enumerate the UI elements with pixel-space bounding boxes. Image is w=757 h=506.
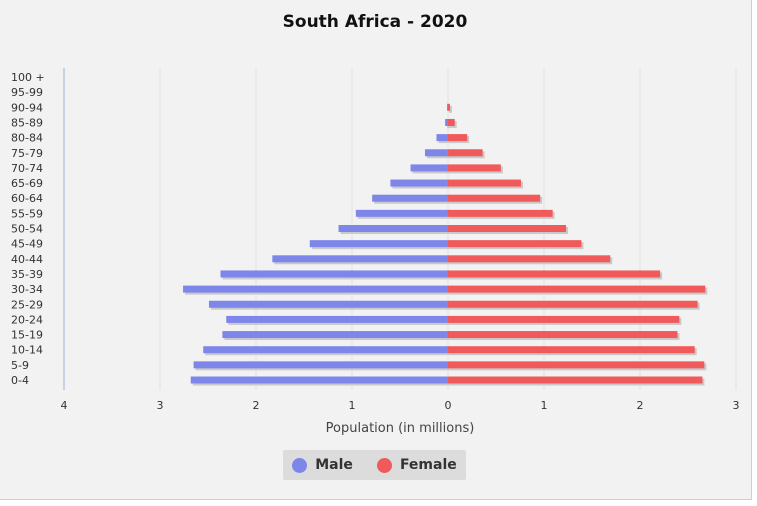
male-bar-55-59 bbox=[355, 209, 448, 217]
age-label: 95-99 bbox=[11, 86, 43, 99]
female-swatch-icon bbox=[376, 457, 392, 473]
age-label: 60-64 bbox=[11, 192, 43, 205]
male-bar-85-89 bbox=[445, 118, 448, 126]
age-label: 75-79 bbox=[11, 147, 43, 160]
age-label: 45-49 bbox=[11, 238, 43, 251]
age-label: 25-29 bbox=[11, 298, 43, 311]
x-axis-ticks: 4 3 2 1 0 1 2 3 bbox=[61, 399, 740, 412]
male-bar-45-49 bbox=[309, 240, 448, 248]
female-bar-80-84 bbox=[448, 134, 468, 142]
legend-item-female[interactable]: Female bbox=[376, 457, 457, 473]
male-bar-75-79 bbox=[424, 149, 448, 157]
x-tick-label: 1 bbox=[349, 399, 356, 412]
male-bar-30-34 bbox=[183, 285, 449, 293]
male-bar-0-4 bbox=[190, 376, 448, 384]
x-tick-label: 1 bbox=[541, 399, 548, 412]
x-tick-label: 3 bbox=[733, 399, 740, 412]
age-label: 80-84 bbox=[11, 132, 43, 145]
x-tick-label: 3 bbox=[157, 399, 164, 412]
male-bar-35-39 bbox=[220, 270, 448, 278]
bar-shadow bbox=[450, 105, 452, 113]
female-bar-20-24 bbox=[448, 315, 680, 323]
age-label: 20-24 bbox=[11, 313, 43, 326]
male-bar-50-54 bbox=[338, 225, 448, 232]
male-bar-70-74 bbox=[410, 164, 448, 172]
age-label: 0-4 bbox=[11, 374, 29, 387]
female-bar-60-64 bbox=[448, 194, 541, 202]
female-bar-10-14 bbox=[448, 346, 695, 354]
age-label: 35-39 bbox=[11, 268, 43, 281]
female-bar-0-4 bbox=[448, 376, 703, 384]
legend-label-female: Female bbox=[399, 457, 457, 473]
x-tick-label: 0 bbox=[445, 399, 452, 412]
x-tick-label: 4 bbox=[61, 399, 68, 412]
age-label: 15-19 bbox=[11, 329, 43, 342]
age-label: 100 + bbox=[11, 71, 45, 84]
male-bar-90-94 bbox=[447, 103, 448, 111]
age-label: 70-74 bbox=[11, 162, 43, 175]
age-label: 65-69 bbox=[11, 177, 43, 190]
legend-item-male[interactable]: Male bbox=[292, 457, 353, 473]
female-bar-90-94 bbox=[448, 103, 450, 111]
legend-label-male: Male bbox=[315, 457, 353, 473]
female-bar-55-59 bbox=[448, 209, 553, 217]
age-label: 10-14 bbox=[11, 344, 43, 357]
female-bar-85-89 bbox=[448, 118, 455, 126]
female-bar-25-29 bbox=[448, 300, 698, 308]
legend: Male Female bbox=[283, 450, 466, 480]
female-bar-40-44 bbox=[448, 255, 611, 263]
female-bar-75-79 bbox=[448, 149, 483, 157]
female-bar-30-34 bbox=[448, 285, 706, 293]
age-labels: 0-4 5-9 10-14 15-19 20-24 25-29 30-34 35-39 40-4… bbox=[11, 71, 45, 387]
age-label: 40-44 bbox=[11, 253, 43, 266]
x-axis-title: Population (in millions) bbox=[326, 421, 475, 436]
male-bar-80-84 bbox=[436, 134, 448, 142]
female-bar-70-74 bbox=[448, 164, 501, 172]
age-label: 90-94 bbox=[11, 101, 43, 114]
male-bar-15-19 bbox=[222, 331, 448, 339]
female-bar-5-9 bbox=[448, 361, 705, 369]
x-tick-label: 2 bbox=[637, 399, 644, 412]
female-bar-35-39 bbox=[448, 270, 661, 278]
female-bar-45-49 bbox=[448, 240, 582, 248]
male-bar-25-29 bbox=[208, 300, 448, 308]
male-bar-10-14 bbox=[203, 346, 448, 354]
male-bar-5-9 bbox=[193, 361, 448, 369]
male-swatch-icon bbox=[292, 457, 308, 473]
male-bar-60-64 bbox=[372, 194, 448, 202]
bars bbox=[183, 103, 708, 386]
male-bar-40-44 bbox=[272, 255, 448, 263]
x-tick-label: 2 bbox=[253, 399, 260, 412]
age-label: 50-54 bbox=[11, 223, 43, 236]
female-bar-15-19 bbox=[448, 331, 678, 339]
age-label: 5-9 bbox=[11, 359, 29, 372]
female-bar-50-54 bbox=[448, 225, 567, 232]
female-bar-65-69 bbox=[448, 179, 521, 187]
male-bar-65-69 bbox=[390, 179, 448, 187]
male-bar-20-24 bbox=[226, 315, 448, 323]
age-label: 55-59 bbox=[11, 207, 43, 220]
age-label: 85-89 bbox=[11, 116, 43, 129]
chart-title: South Africa - 2020 bbox=[283, 12, 468, 32]
age-label: 30-34 bbox=[11, 283, 43, 296]
